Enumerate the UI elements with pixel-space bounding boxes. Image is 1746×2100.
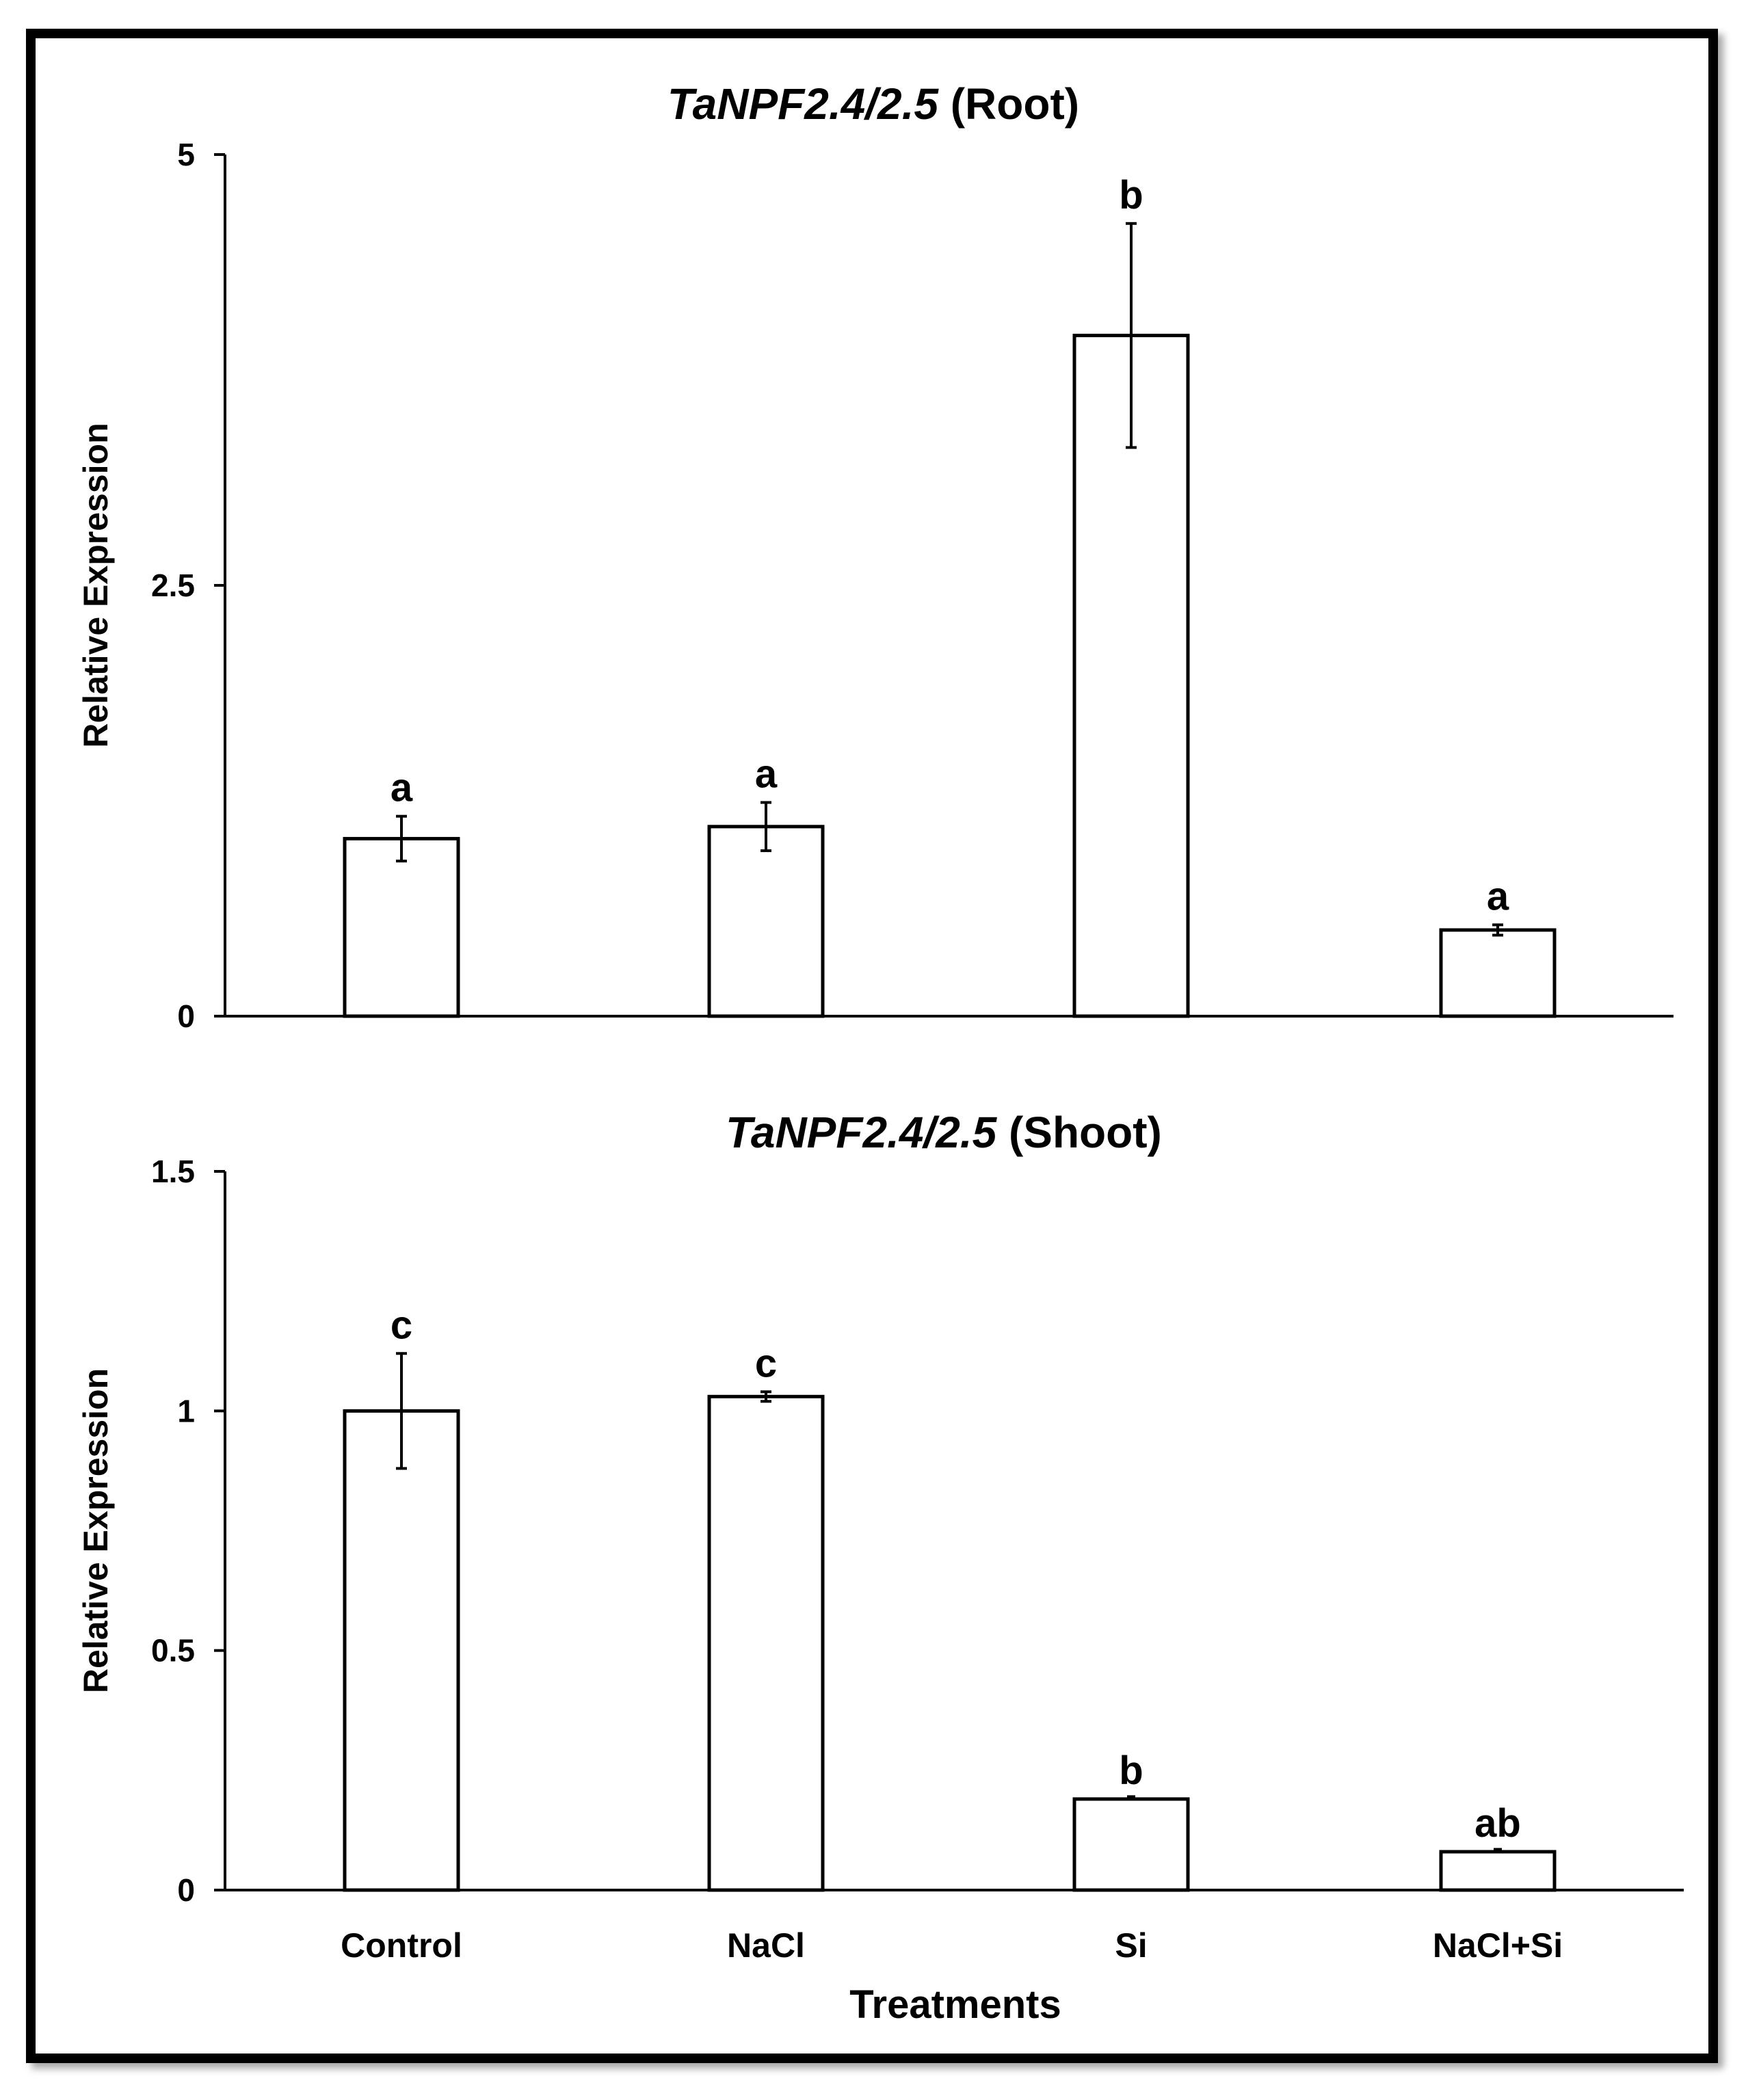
figure-frame: TaNPF2.4/2.5 (Root) Relative Expression 0 2…: [26, 29, 1718, 2063]
bar: [707, 1394, 825, 1892]
root-panel: TaNPF2.4/2.5 (Root) Relative Expression 0 2…: [77, 79, 1674, 1034]
significance-label: ab: [1474, 1801, 1521, 1846]
chart-title-suffix: (Shoot): [996, 1108, 1162, 1157]
y-tick-label: 0: [177, 998, 195, 1034]
significance-label: a: [1487, 874, 1509, 918]
y-tick-label: 5: [177, 137, 195, 172]
y-axis-label: Relative Expression: [77, 423, 115, 747]
bar: [1439, 928, 1557, 1018]
chart-title-suffix: (Root): [938, 79, 1079, 129]
error-bar: [760, 1390, 771, 1403]
bar: [343, 1409, 460, 1892]
significance-label: c: [755, 1341, 777, 1385]
x-tick-label: NaCl: [727, 1926, 805, 1965]
significance-label: b: [1119, 1749, 1143, 1793]
chart-title-gene: TaNPF2.4/2.5: [726, 1108, 997, 1157]
y-tick-label: 1.5: [151, 1154, 195, 1189]
bar: [1439, 1850, 1557, 1892]
y-tick-label: 0: [177, 1872, 195, 1908]
x-tick-label: NaCl+Si: [1433, 1926, 1563, 1965]
x-tick-label: Control: [341, 1926, 462, 1965]
shoot-panel: TaNPF2.4/2.5 (Shoot) Relative Expression 0…: [77, 1108, 1684, 1965]
significance-label: c: [391, 1303, 412, 1347]
bar: [343, 836, 460, 1018]
error-bar: [396, 1352, 407, 1470]
x-tick-label: Si: [1115, 1926, 1147, 1965]
chart-title: TaNPF2.4/2.5 (Shoot): [726, 1108, 1162, 1157]
y-tick-label: 1: [177, 1393, 195, 1428]
bar: [1072, 1797, 1190, 1892]
error-bar: [760, 801, 771, 853]
significance-label: a: [755, 752, 778, 797]
y-tick-label: 0.5: [151, 1633, 195, 1669]
significance-label: a: [391, 766, 413, 810]
bar: [1072, 334, 1190, 1018]
chart-title-gene: TaNPF2.4/2.5: [667, 79, 939, 129]
y-axis-label: Relative Expression: [77, 1368, 115, 1693]
bar: [707, 825, 825, 1018]
x-axis-title: Treatments: [849, 1982, 1061, 2027]
error-bar: [396, 814, 407, 863]
error-bar: [1492, 923, 1503, 937]
significance-label: b: [1119, 173, 1143, 217]
y-tick-label: 2.5: [151, 568, 195, 603]
figure-svg: TaNPF2.4/2.5 (Root) Relative Expression 0 2…: [77, 79, 1684, 2027]
error-bar: [1126, 222, 1137, 449]
chart-title: TaNPF2.4/2.5 (Root): [667, 79, 1079, 129]
